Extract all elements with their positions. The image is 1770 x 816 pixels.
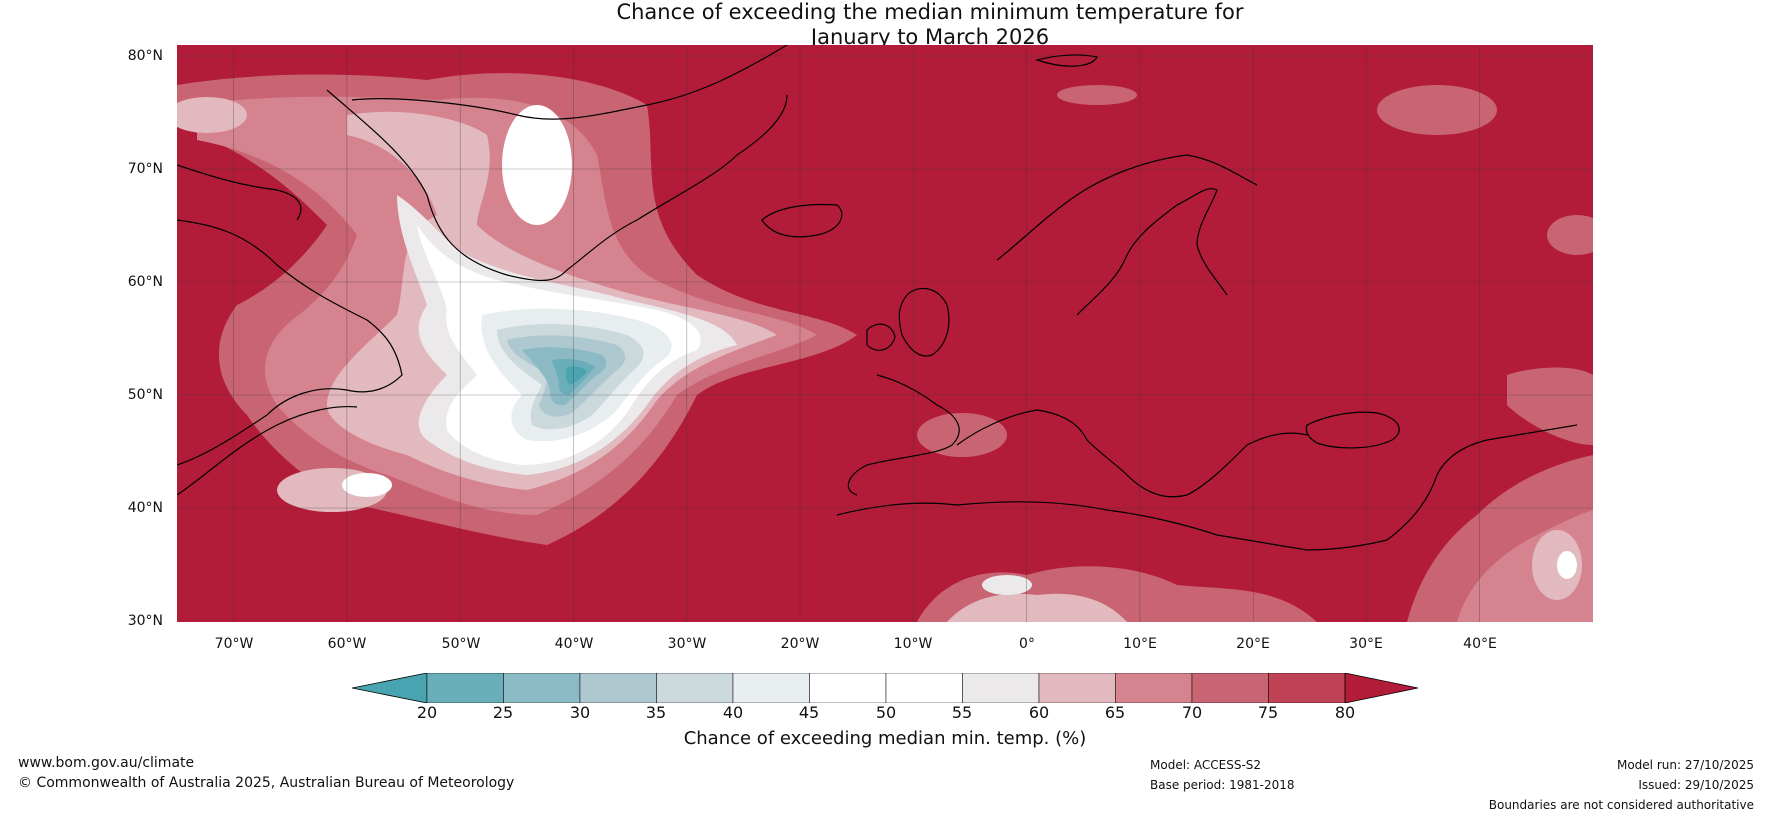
lat-label-70n: 70°N (127, 161, 163, 177)
lon-label-30w: 30°W (667, 636, 707, 652)
colorbar-tick-65: 65 (1104, 703, 1126, 722)
svalbard-coast (1034, 54, 1098, 67)
boundaries-disclaimer: Boundaries are not considered authoritat… (1488, 798, 1754, 812)
colorbar-bin-65-70 (1115, 673, 1193, 703)
colorbar-tick-70: 70 (1181, 703, 1203, 722)
colorbar-tick-35: 35 (645, 703, 667, 722)
colorbar-bin-35-40 (656, 673, 734, 703)
map-title: Chance of exceeding the median minimum t… (0, 0, 1770, 50)
model-name: Model: ACCESS-S2 (1150, 758, 1262, 772)
colorbar-under-arrow (352, 673, 428, 703)
north-africa-coast (836, 501, 1388, 551)
colorbar-bin-45-50 (809, 673, 887, 703)
colorbar-tick-20: 20 (416, 703, 438, 722)
coastlines (177, 45, 1578, 551)
lon-label-0: 0° (1019, 636, 1035, 652)
europe-coast (847, 374, 1308, 498)
lon-label-30e: 30°E (1349, 636, 1383, 652)
map-panel (177, 45, 1593, 622)
copyright-notice: © Commonwealth of Australia 2025, Austra… (18, 775, 515, 791)
colorbar-over-arrow (1344, 673, 1418, 703)
colorbar-tick-40: 40 (722, 703, 744, 722)
lon-label-40e: 40°E (1463, 636, 1497, 652)
lon-label-60w: 60°W (327, 636, 367, 652)
lat-label-80n: 80°N (127, 48, 163, 64)
lon-label-40w: 40°W (554, 636, 594, 652)
colorbar-bin-55-60 (962, 673, 1040, 703)
base-period: Base period: 1981-2018 (1150, 778, 1295, 792)
labrador-coast (177, 219, 403, 466)
colorbar-tick-45: 45 (798, 703, 820, 722)
colorbar-bin-70-75 (1191, 673, 1269, 703)
lon-label-10w: 10°W (893, 636, 933, 652)
colorbar-bin-50-55 (885, 673, 963, 703)
lon-label-70w: 70°W (214, 636, 254, 652)
colorbar-tick-60: 60 (1028, 703, 1050, 722)
colorbar-tick-30: 30 (569, 703, 591, 722)
british-isles-coast (866, 287, 950, 357)
lon-label-20e: 20°E (1236, 636, 1270, 652)
colorbar-tick-25: 25 (492, 703, 514, 722)
colorbar-bin-75-80 (1268, 673, 1346, 703)
iceland-coast (761, 203, 843, 238)
middle-east-coast (1386, 424, 1578, 541)
colorbar-tick-55: 55 (951, 703, 973, 722)
colorbar-tick-80: 80 (1334, 703, 1356, 722)
colorbar-tick-75: 75 (1257, 703, 1279, 722)
lat-label-40n: 40°N (127, 500, 163, 516)
graticule (177, 45, 1593, 622)
scandinavia-coast (996, 154, 1258, 316)
colorbar-bin-60-65 (1038, 673, 1116, 703)
colorbar-bin-20-25 (426, 673, 504, 703)
lat-label-60n: 60°N (127, 274, 163, 290)
map-title-line1: Chance of exceeding the median minimum t… (616, 0, 1244, 24)
colorbar (352, 673, 1418, 703)
lat-label-30n: 30°N (127, 613, 163, 629)
anomaly-region-north-africa (917, 85, 1593, 622)
lon-label-50w: 50°W (441, 636, 481, 652)
issued-date: Issued: 29/10/2025 (1638, 778, 1754, 792)
lat-label-50n: 50°N (127, 387, 163, 403)
colorbar-bin-30-35 (579, 673, 657, 703)
colorbar-bin-40-45 (732, 673, 810, 703)
colorbar-tick-50: 50 (875, 703, 897, 722)
model-run-date: Model run: 27/10/2025 (1616, 758, 1754, 772)
colorbar-bin-25-30 (503, 673, 581, 703)
black-sea-coast (1305, 411, 1400, 449)
lon-label-10e: 10°E (1123, 636, 1157, 652)
probability-map (177, 45, 1593, 622)
lon-label-20w: 20°W (780, 636, 820, 652)
colorbar-title: Chance of exceeding median min. temp. (%… (683, 728, 1087, 749)
north-america-coast (177, 164, 358, 496)
website-link[interactable]: www.bom.gov.au/climate (18, 755, 195, 771)
greenland-coast (326, 45, 788, 281)
